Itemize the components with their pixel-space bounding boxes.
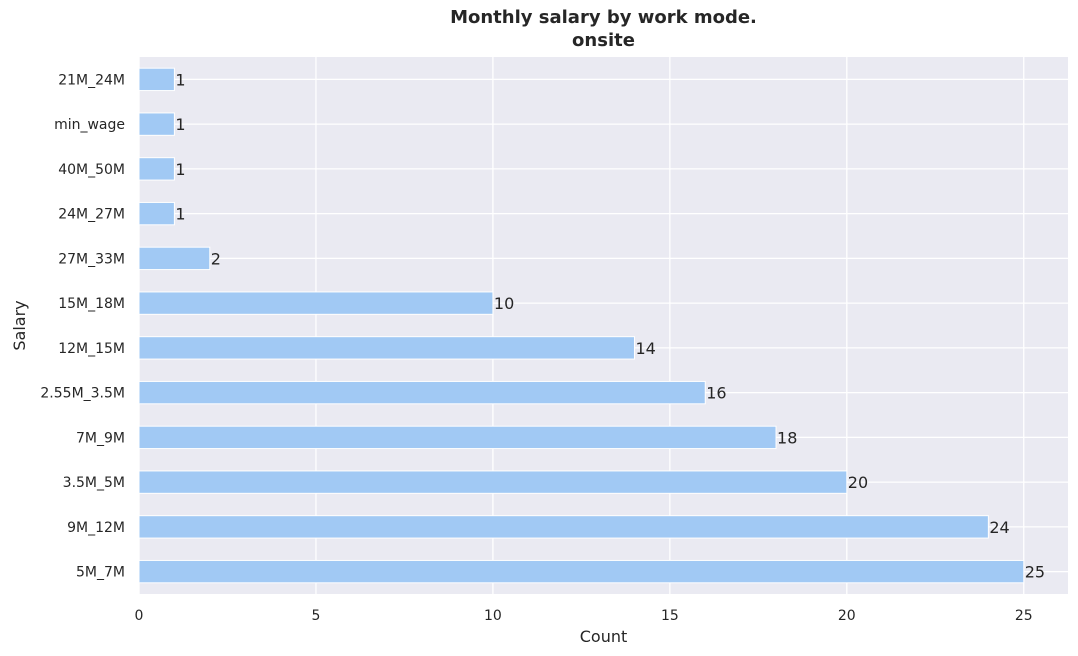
data-label: 20 (848, 473, 868, 492)
y-axis-label: Salary (10, 300, 29, 350)
x-tick-label: 10 (484, 608, 502, 624)
bar (138, 291, 494, 315)
data-label: 1 (175, 70, 185, 89)
y-tick-label: 27M_33M (58, 251, 125, 267)
data-label: 18 (777, 428, 797, 447)
x-tick-label: 25 (1015, 608, 1033, 624)
bar (138, 470, 848, 494)
chart-title: Monthly salary by work mode. (450, 7, 757, 28)
x-axis-label: Count (580, 627, 628, 646)
x-tick-label: 20 (838, 608, 856, 624)
x-tick-label: 5 (311, 608, 320, 624)
chart-subtitle: onsite (572, 30, 635, 51)
bar (138, 157, 175, 181)
data-label: 1 (175, 115, 185, 134)
data-label: 10 (494, 294, 514, 313)
data-label: 2 (211, 249, 221, 268)
y-tick-label: 5M_7M (76, 565, 125, 581)
y-tick-label: 24M_27M (58, 207, 125, 223)
y-tick-label: 15M_18M (58, 296, 125, 312)
bar (138, 112, 175, 136)
data-label: 16 (706, 384, 726, 403)
x-tick-label: 15 (661, 608, 679, 624)
y-tick-label: 3.5M_5M (63, 475, 125, 491)
bar (138, 336, 635, 360)
data-label: 24 (989, 518, 1009, 537)
bar (138, 67, 175, 92)
y-tick-label: 7M_9M (76, 430, 125, 446)
x-tick-label: 0 (135, 608, 144, 624)
y-tick-label: 21M_24M (58, 72, 125, 88)
data-label: 1 (175, 205, 185, 224)
y-tick-label: 9M_12M (67, 520, 125, 536)
plot-background (139, 57, 1068, 594)
y-tick-label: 2.55M_3.5M (40, 386, 125, 402)
y-tick-label: min_wage (54, 117, 125, 133)
bar (138, 515, 989, 539)
bar (138, 201, 175, 226)
bar (138, 380, 706, 405)
data-label: 1 (175, 160, 185, 179)
y-tick-label: 40M_50M (58, 162, 125, 178)
data-label: 25 (1025, 563, 1045, 582)
bar (138, 246, 211, 271)
data-label: 14 (635, 339, 655, 358)
y-tick-label: 12M_15M (58, 341, 125, 357)
bar (138, 559, 1025, 584)
bar (138, 425, 777, 450)
